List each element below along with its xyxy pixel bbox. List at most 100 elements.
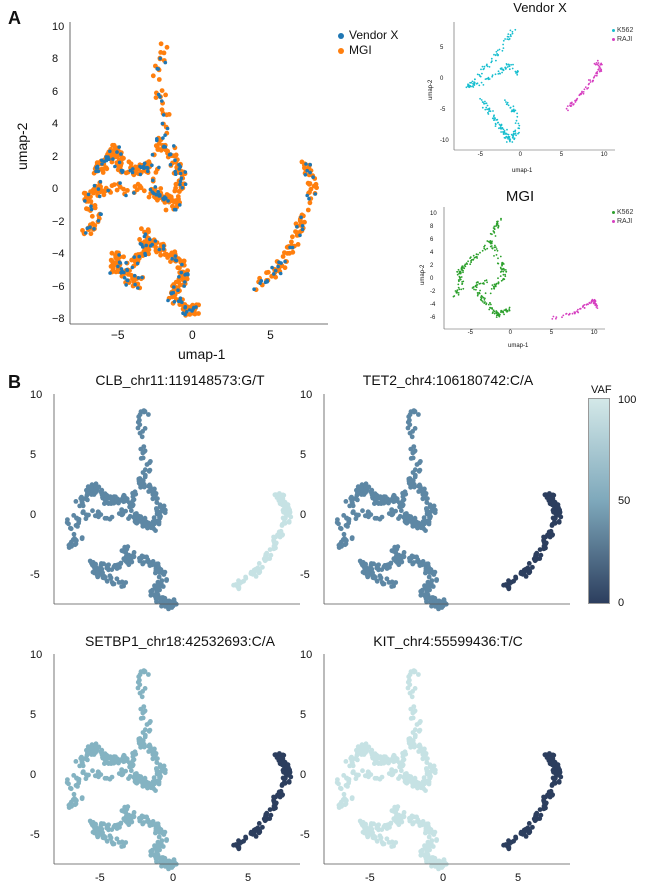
mgi-k562-point [495,310,498,312]
k562-vaf-point [384,836,390,842]
vendor-raji-point [586,87,588,90]
k562-vaf-point [439,865,445,870]
k562-vaf-point [84,773,90,778]
vendor-x-point [104,155,108,159]
k562-vaf-point [393,508,398,514]
raji-vaf-point [267,807,273,812]
vendor-k562-point [498,123,501,126]
k562-vaf-point [114,576,120,582]
vendor-raji-point [597,64,600,67]
vendor-k562-point [484,100,486,103]
colorbar-title: VAF [591,384,612,396]
mgi-point [128,161,134,167]
k562-vaf-point [114,825,120,831]
k562-vaf-point [122,758,128,764]
k562-vaf-point [125,804,131,810]
mgi-k562-point [498,314,501,317]
mgi-point [109,250,115,256]
mgi-point [114,154,120,160]
k562-vaf-point [135,419,141,425]
vaf-ytick: -5 [30,829,40,841]
mgi-k562-point [489,240,492,242]
mgi-k562-point [484,279,486,282]
mgi-ylabel: umap-2 [420,264,426,285]
vendor-raji-point [597,68,600,71]
k562-vaf-point [145,557,151,563]
mgi-k562-point [495,283,497,286]
vaf-xtick: -5 [95,872,105,884]
mgi-point [114,160,120,166]
raji-vaf-point [277,491,282,496]
mgi-point [163,207,169,213]
raji-vaf-point [239,839,245,845]
raji-vaf-point [537,807,543,812]
k562-vaf-point [398,768,404,774]
mgi-point [132,184,138,189]
vendor-k562-point [484,108,487,111]
vendor-k562-point [502,128,505,131]
mgi-k562-point [460,268,463,271]
k562-vaf-point [420,592,426,597]
k562-vaf-point [162,770,168,776]
mgi-point [128,272,134,278]
k562-vaf-point [380,495,385,501]
mgi-k562-point [472,258,475,261]
mgi-legend-label-k562: K562 [617,209,634,216]
vendor-raji-point [569,105,572,107]
k562-vaf-point [141,484,147,490]
vendor-x-point [298,233,302,238]
k562-vaf-point [141,408,147,413]
vendor-raji-point [596,72,599,75]
k562-vaf-point [150,756,156,762]
mgi-ytick: 10 [430,211,437,218]
mgi-k562-point [491,284,494,286]
mgi-raji-point [562,314,565,317]
k562-vaf-point [79,536,85,542]
k562-vaf-point [398,508,404,514]
k562-vaf-point [407,672,413,677]
k562-vaf-point [116,771,122,776]
k562-vaf-point [364,572,370,578]
vendor-k562-point [516,115,519,118]
mgi-point [99,188,105,194]
mgi-point [175,265,181,271]
mgi-k562-point [480,297,483,300]
vendor-k562-point [467,85,469,88]
mgi-point [158,186,164,191]
k562-vaf-point [102,775,108,781]
k562-vaf-point [158,827,163,832]
k562-vaf-point [395,544,401,550]
vendor-k562-point [506,101,509,104]
vendor-raji-point [599,67,602,69]
k562-vaf-point [153,528,158,533]
mgi-k562-point [501,264,503,267]
raji-vaf-point [542,540,547,546]
mgi-k562-point [497,224,500,227]
vendor-k562-point [516,73,519,76]
k562-vaf-point [335,517,340,522]
raji-vaf-point [267,556,273,561]
mgi-point [158,252,163,258]
mgi-k562-point [485,279,488,282]
k562-vaf-point [364,832,370,838]
mgi-k562-point [502,262,504,264]
vendor-k562-point [494,73,497,76]
vendor-x-point [96,187,101,191]
k562-vaf-point [346,776,352,782]
vendor-x-point [305,168,309,173]
vendor-x-point [108,271,112,275]
k562-vaf-point [158,581,164,587]
vaf-ytick: 10 [30,649,43,661]
vendor-x-point [142,161,147,166]
mgi-k562-point [490,303,492,306]
vendor-x-point [138,242,143,246]
vendor-k562-point [512,63,514,66]
vendor-k562-point [480,68,482,71]
raji-vaf-point [279,792,285,798]
k562-vaf-point [343,499,349,504]
vendor-k562-point [497,70,500,73]
raji-vaf-point [526,561,532,566]
vendor-k562-point [479,97,481,100]
vendor-k562-point [516,70,519,72]
mgi-k562-point [489,241,492,244]
